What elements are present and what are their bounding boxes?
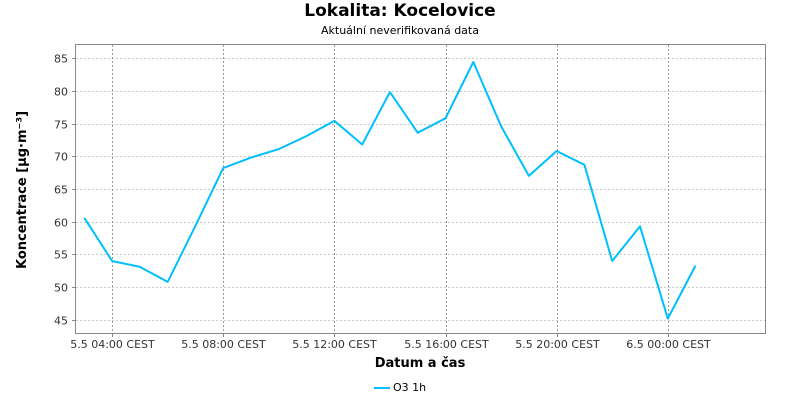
data-point [582, 162, 587, 167]
x-gridlines [112, 45, 669, 333]
data-point [165, 279, 170, 284]
data-point [110, 259, 115, 264]
y-tick-label: 85 [54, 53, 68, 66]
y-tick-label: 75 [54, 119, 68, 132]
x-tick-label: 5.5 20:00 CEST [515, 338, 600, 351]
chart-subtitle: Aktuální neverifikovaná data [321, 24, 479, 37]
data-point [415, 130, 420, 135]
y-tick-label: 50 [54, 282, 68, 295]
data-point [137, 264, 142, 269]
data-point [526, 173, 531, 178]
data-point [499, 124, 504, 129]
y-axis-label: Koncentrace [µg·m⁻³] [15, 111, 30, 269]
data-point [387, 90, 392, 95]
series-line-o3 [83, 61, 697, 320]
data-point [332, 118, 337, 123]
x-tick-label: 5.5 08:00 CEST [181, 338, 266, 351]
y-tick-label: 80 [54, 86, 68, 99]
data-point [193, 223, 198, 228]
data-point [554, 149, 559, 154]
y-tick-label: 65 [54, 184, 68, 197]
y-tick-label: 55 [54, 249, 68, 262]
data-point [665, 316, 670, 321]
data-point [693, 263, 698, 268]
y-tick-label: 60 [54, 217, 68, 230]
x-tick-label: 5.5 16:00 CEST [404, 338, 489, 351]
data-point [304, 134, 309, 139]
data-point [249, 155, 254, 160]
data-point [471, 60, 476, 65]
x-axis-label: Datum a čas [375, 356, 466, 371]
legend-label: O3 1h [392, 381, 427, 394]
data-point [443, 116, 448, 121]
x-tick-label: 6.5 00:00 CEST [626, 338, 711, 351]
x-tick-labels: 5.5 04:00 CEST 5.5 08:00 CEST 5.5 12:00 CE… [70, 333, 711, 351]
x-tick-label: 5.5 12:00 CEST [292, 338, 377, 351]
legend-swatch [373, 387, 390, 389]
series-layer [82, 60, 698, 321]
data-point [276, 147, 281, 152]
data-point [82, 215, 87, 220]
legend: O3 1h [0, 381, 800, 394]
y-tick-labels: 45 50 55 60 65 70 75 80 85 [54, 53, 76, 328]
y-tick-label: 70 [54, 151, 68, 164]
data-point [638, 224, 643, 229]
y-gridlines [76, 58, 765, 321]
data-point [360, 142, 365, 147]
chart-title: Lokalita: Kocelovice [304, 1, 496, 21]
data-point [221, 166, 226, 171]
y-tick-label: 45 [54, 315, 68, 328]
x-tick-label: 5.5 04:00 CEST [70, 338, 155, 351]
data-point [610, 259, 615, 264]
